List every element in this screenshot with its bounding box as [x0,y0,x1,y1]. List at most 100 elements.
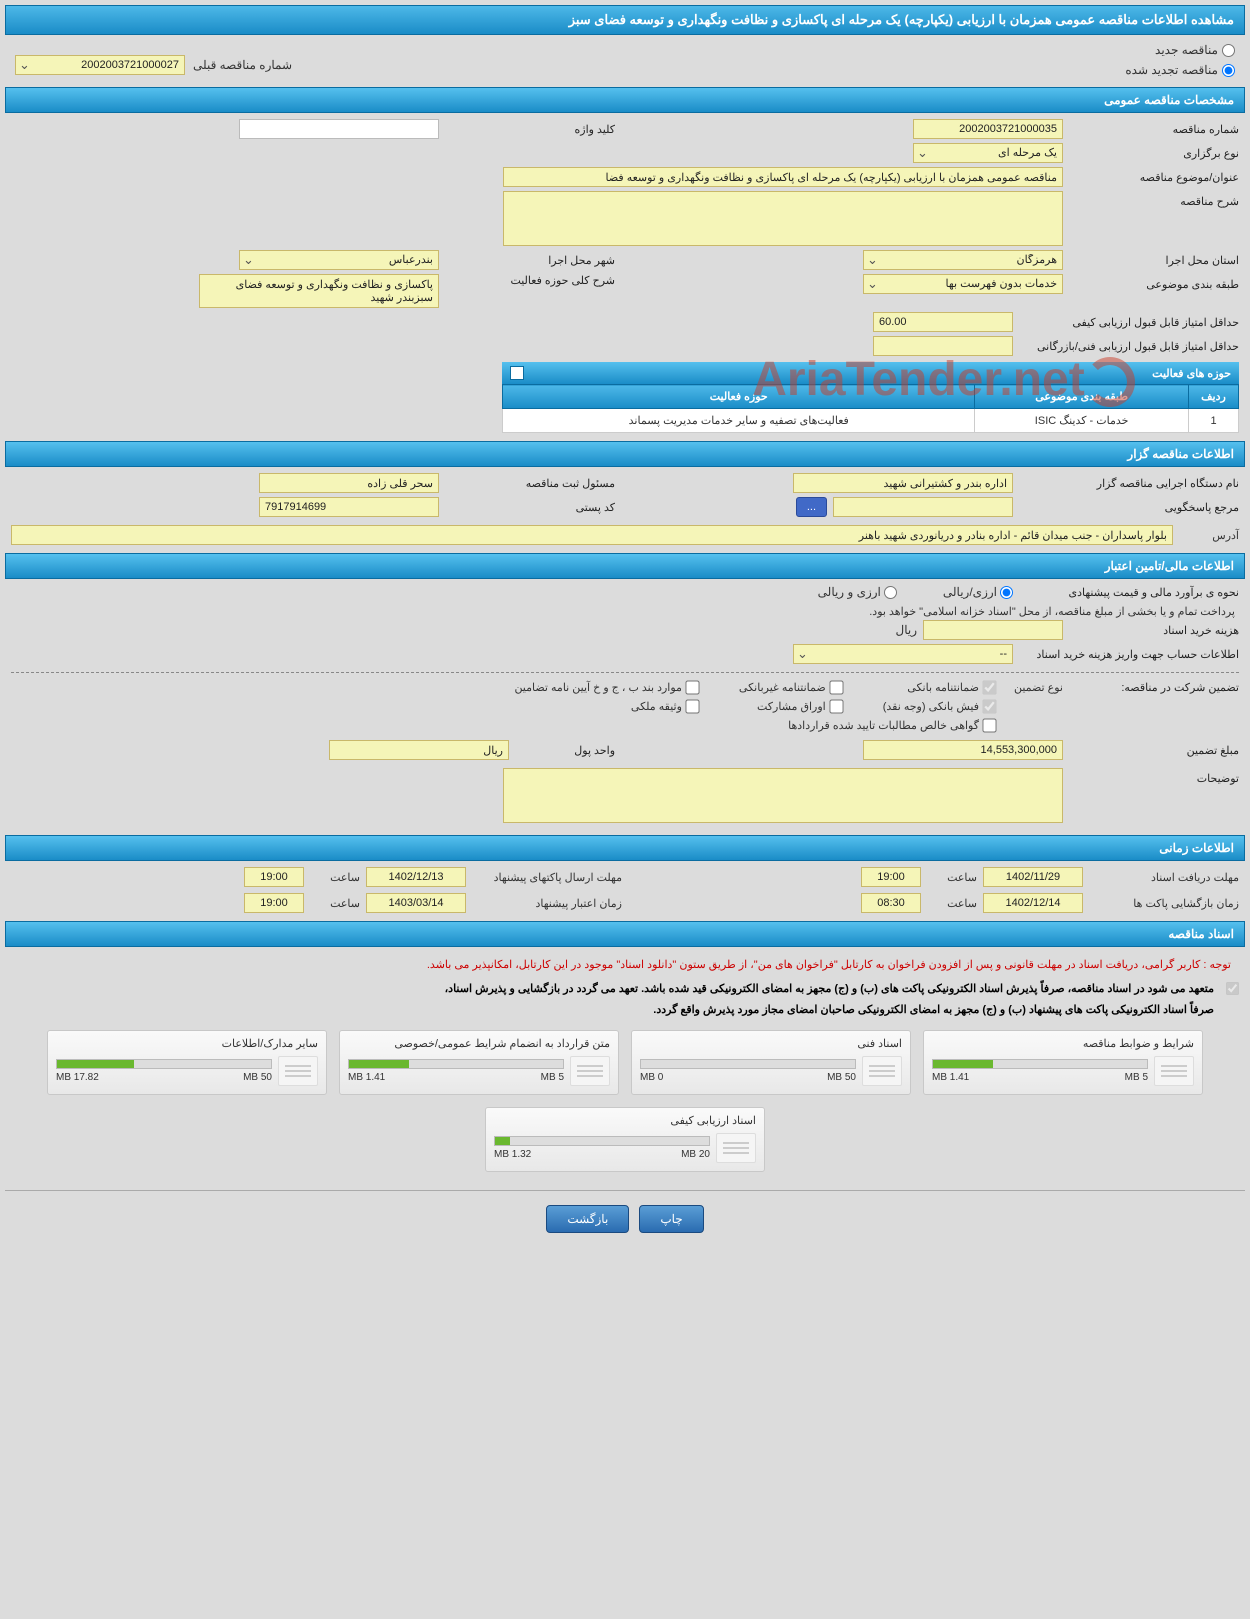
tender-number-label: شماره مناقصه [1069,123,1239,136]
activity-cell: خدمات - کدینگ ISIC [975,409,1189,433]
keyword-input[interactable] [239,119,439,139]
offer-validity-date[interactable] [366,893,466,913]
city-label: شهر محل اجرا [445,254,615,267]
doc-receive-time-label: ساعت [927,871,977,884]
account-info-select[interactable]: -- [793,644,1013,664]
subject-input[interactable] [503,167,1063,187]
min-tech-input[interactable] [873,336,1013,356]
doc-card[interactable]: سایر مدارک/اطلاعات50 MB17.82 MB [47,1030,327,1095]
responder-input[interactable] [833,497,1013,517]
cb-participation-bonds[interactable] [829,699,843,713]
doc-total: 50 MB [827,1072,856,1083]
back-button[interactable]: بازگشت [546,1205,629,1233]
activities-header-text: حوزه های فعالیت [1152,367,1231,380]
category-select[interactable]: خدمات بدون فهرست بها [863,274,1063,294]
guarantee-label: تضمین شرکت در مناقصه: [1069,681,1239,694]
responder-lookup-button[interactable]: ... [796,497,827,517]
packet-send-date[interactable] [366,867,466,887]
section-organizer-header: اطلاعات مناقصه گزار [5,441,1245,467]
activities-table: ردیف طبقه بندی موضوعی حوزه فعالیت 1 خدما… [502,384,1239,433]
page-title: مشاهده اطلاعات مناقصه عمومی همزمان با ار… [5,5,1245,35]
docs-grid: شرایط و ضوابط مناقصه5 MB1.41 MBاسناد فنی… [11,1030,1239,1172]
activities-header: حوزه های فعالیت − [502,362,1239,384]
city-select[interactable]: بندرعباس [239,250,439,270]
opt-bank-receipt[interactable]: فیش بانکی (وجه نقد) [883,700,996,713]
notice-2: صرفاً اسناد الکترونیکی پاکت های پیشنهاد … [437,1000,1222,1022]
folder-icon [862,1056,902,1086]
activity-desc-textarea[interactable]: پاکسازی و نظافت ونگهداری و توسعه فضای سب… [199,274,439,308]
packet-send-label: مهلت ارسال پاکتهای پیشنهاد [472,871,622,884]
opt-bond-cases[interactable]: موارد بند ب ، ج و خ آیین نامه تضامین [514,681,698,694]
radio-new[interactable]: مناقصه جدید [1155,43,1235,57]
address-input[interactable] [11,525,1173,545]
min-quality-input[interactable] [873,312,1013,332]
postal-input[interactable] [259,497,439,517]
guarantee-options: ضمانتنامه بانکی ضمانتنامه غیربانکی موارد… [514,681,996,732]
opt-nonbank-guarantee[interactable]: ضمانتنامه غیربانکی [739,681,843,694]
tender-number-input[interactable] [913,119,1063,139]
doc-used: 1.41 MB [932,1072,969,1083]
cb-bank-receipt[interactable] [982,699,996,713]
postal-label: کد پستی [445,501,615,514]
doc-used: 1.41 MB [348,1072,385,1083]
notice-red: توجه : کاربر گرامی، دریافت اسناد در مهلت… [11,953,1239,979]
activities-col-2: طبقه بندی موضوعی [975,385,1189,409]
cb-net-receivables[interactable] [982,718,996,732]
estimate-opt1[interactable]: ارزی/ریالی [943,585,1013,599]
doc-receive-date[interactable] [983,867,1083,887]
registrar-input[interactable] [259,473,439,493]
offer-validity-label: زمان اعتبار پیشنهاد [472,897,622,910]
notes-textarea[interactable] [503,768,1063,823]
doc-card[interactable]: اسناد ارزیابی کیفی20 MB1.32 MB [485,1107,765,1172]
radio-renewed-label: مناقصه تجدید شده [1125,63,1218,77]
min-quality-label: حداقل امتیاز قابل قبول ارزیابی کیفی [1019,316,1239,329]
packet-open-time[interactable] [861,893,921,913]
org-name-input[interactable] [793,473,1013,493]
estimate-opt2-radio[interactable] [884,586,897,599]
type-select[interactable]: یک مرحله ای [913,143,1063,163]
cb-nonbank-guarantee[interactable] [829,680,843,694]
guarantee-amount-label: مبلغ تضمین [1069,744,1239,757]
estimate-opt1-radio[interactable] [1000,586,1013,599]
doc-total: 50 MB [243,1072,272,1083]
radio-renewed[interactable]: مناقصه تجدید شده [1125,63,1235,77]
cb-bank-guarantee[interactable] [982,680,996,694]
activities-collapse-button[interactable]: − [510,366,524,380]
print-button[interactable]: چاپ [639,1205,703,1233]
guarantee-amount-input[interactable] [863,740,1063,760]
currency-unit-input[interactable] [329,740,509,760]
activities-col-1: ردیف [1189,385,1239,409]
province-select[interactable]: هرمزگان [863,250,1063,270]
doc-card[interactable]: شرایط و ضوابط مناقصه5 MB1.41 MB [923,1030,1203,1095]
opt-bank-guarantee[interactable]: ضمانتنامه بانکی [883,681,996,694]
estimate-opt2[interactable]: ارزی و ریالی [818,585,897,599]
opt-net-receivables[interactable]: گواهی خالص مطالبات تایید شده قراردادها [739,719,996,732]
commitment-checkbox[interactable] [1226,982,1239,995]
radio-renewed-input[interactable] [1222,64,1235,77]
packet-open-date[interactable] [983,893,1083,913]
description-textarea[interactable] [503,191,1063,246]
doc-title: اسناد فنی [640,1037,902,1050]
table-row: 1 خدمات - کدینگ ISIC فعالیت‌های تصفیه و … [503,409,1239,433]
offer-validity-time-label: ساعت [310,897,360,910]
cb-bond-cases[interactable] [685,680,699,694]
doc-card[interactable]: متن قرارداد به انضمام شرایط عمومی/خصوصی5… [339,1030,619,1095]
folder-icon [570,1056,610,1086]
doc-card[interactable]: اسناد فنی 50 MB 0 MB [631,1030,911,1095]
doc-used: 0 MB [640,1072,663,1083]
prev-number-select[interactable]: 2002003721000027 [15,55,185,75]
packet-open-time-label: ساعت [927,897,977,910]
packet-send-time[interactable] [244,867,304,887]
tender-mode-group: مناقصه جدید مناقصه تجدید شده [1115,35,1245,85]
doc-progress-bar [494,1136,710,1146]
offer-validity-time[interactable] [244,893,304,913]
opt-property-bond[interactable]: وثیقه ملکی [514,700,698,713]
responder-label: مرجع پاسخگویی [1019,501,1239,514]
opt-participation-bonds[interactable]: اوراق مشارکت [739,700,843,713]
radio-new-input[interactable] [1222,44,1235,57]
doc-receive-time[interactable] [861,867,921,887]
doc-cost-input[interactable] [923,620,1063,640]
estimate-opt1-label: ارزی/ریالی [943,585,997,599]
org-name-label: نام دستگاه اجرایی مناقصه گزار [1019,477,1239,490]
cb-property-bond[interactable] [685,699,699,713]
